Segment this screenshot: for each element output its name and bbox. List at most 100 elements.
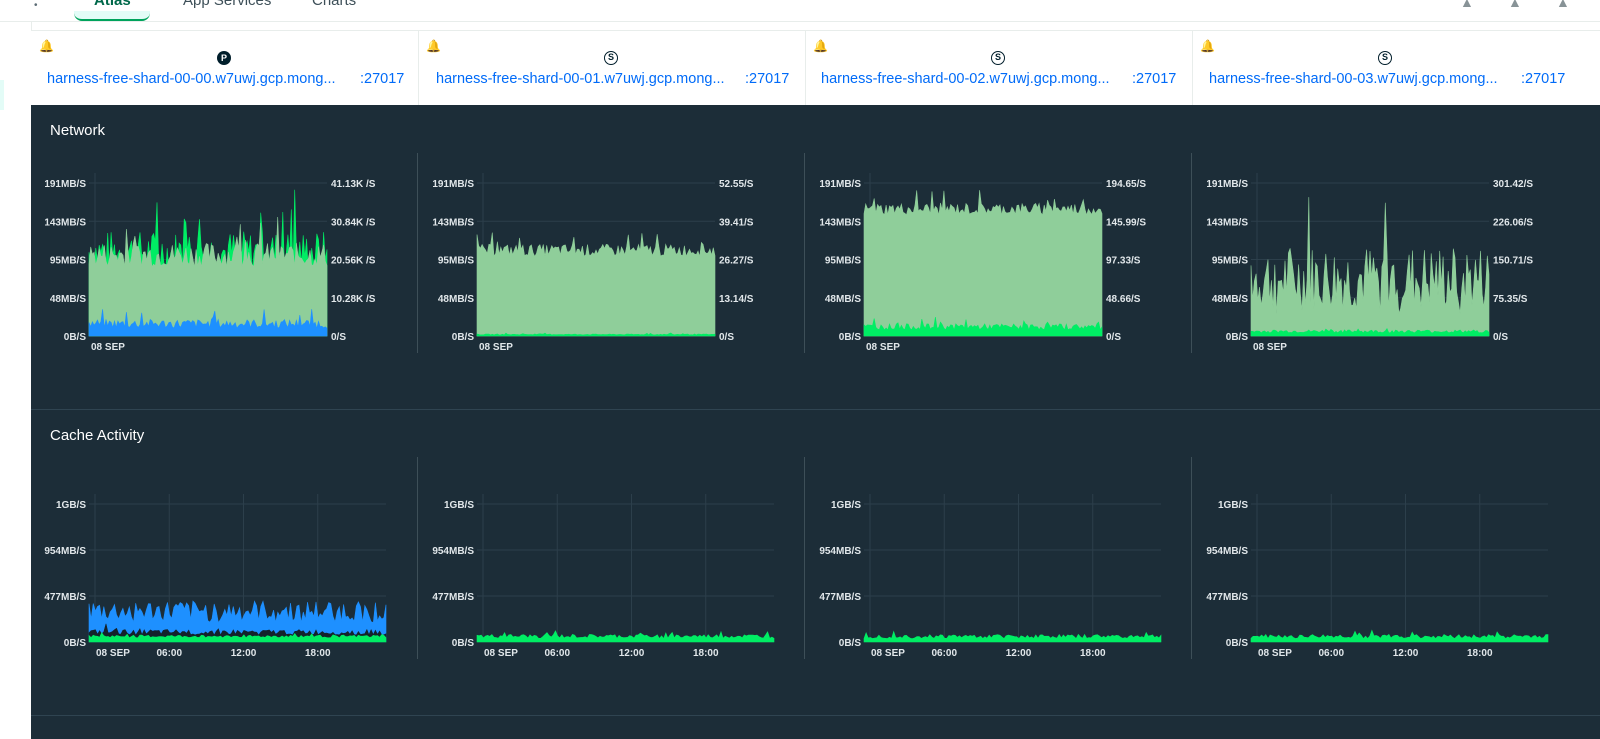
y-tick-label: 95MB/S — [50, 256, 86, 267]
y-right-tick-label: 145.99/S — [1106, 217, 1146, 228]
activity-icon[interactable]: ▲ — [1508, 0, 1522, 10]
y-tick-label: 95MB/S — [1212, 256, 1248, 267]
bell-icon[interactable]: 🔔 — [39, 39, 54, 53]
host-link[interactable]: harness-free-shard-00-02.w7uwj.gcp.mong.… — [821, 71, 1110, 87]
y-tick-label: 0B/S — [1226, 638, 1249, 649]
host-port: :27017 — [1132, 71, 1177, 87]
left-rail-active-marker — [0, 80, 4, 110]
y-tick-label: 191MB/S — [432, 179, 474, 190]
series-area — [1250, 197, 1490, 337]
host-port: :27017 — [745, 71, 790, 87]
host-link[interactable]: harness-free-shard-00-00.w7uwj.gcp.mong.… — [47, 71, 336, 87]
y-tick-label: 48MB/S — [438, 294, 474, 305]
x-tick-label: 06:00 — [1318, 648, 1344, 659]
y-right-tick-label: 30.84K /S — [331, 217, 376, 228]
host-card: 🔔 P harness-free-shard-00-00.w7uwj.gcp.m… — [31, 31, 419, 105]
y-right-tick-label: 97.33/S — [1106, 256, 1141, 267]
x-tick-label: 18:00 — [1467, 648, 1493, 659]
active-tab-indicator — [74, 11, 150, 21]
card-divider — [804, 457, 805, 659]
y-tick-label: 0B/S — [1226, 332, 1249, 343]
y-tick-label: 1GB/S — [1218, 500, 1248, 511]
help-icon[interactable]: ▲ — [1556, 0, 1570, 10]
y-tick-label: 954MB/S — [1206, 546, 1248, 557]
y-right-tick-label: 226.06/S — [1493, 217, 1533, 228]
card-divider — [1191, 457, 1192, 659]
series-area — [88, 632, 387, 643]
metrics-panel: Network Cache Activity 191MB/S 143MB/S 95M… — [31, 105, 1600, 739]
host-card: 🔔 S harness-free-shard-00-01.w7uwj.gcp.m… — [418, 31, 806, 105]
y-tick-label: 191MB/S — [819, 179, 861, 190]
secondary-role-badge: S — [1378, 51, 1392, 65]
x-tick-label: 08 SEP — [91, 342, 125, 353]
x-tick-label: 18:00 — [305, 648, 331, 659]
y-tick-label: 954MB/S — [44, 546, 86, 557]
y-tick-label: 143MB/S — [1206, 217, 1248, 228]
host-port: :27017 — [1521, 71, 1566, 87]
x-tick-label: 06:00 — [156, 648, 182, 659]
bell-icon[interactable]: 🔔 — [813, 39, 828, 53]
y-tick-label: 48MB/S — [1212, 294, 1248, 305]
x-tick-label: 08 SEP — [871, 648, 905, 659]
y-tick-label: 477MB/S — [819, 592, 861, 603]
tab-app-services[interactable]: App Services — [183, 0, 272, 9]
metric-charts: 191MB/S 143MB/S 95MB/S 48MB/S 0B/S 41.13K /S 3… — [44, 173, 1549, 659]
y-tick-label: 0B/S — [64, 638, 87, 649]
series-area — [476, 332, 716, 337]
y-tick-label: 191MB/S — [44, 179, 86, 190]
y-tick-label: 0B/S — [64, 332, 87, 343]
x-tick-label: 12:00 — [1393, 648, 1419, 659]
y-tick-label: 954MB/S — [819, 546, 861, 557]
y-tick-label: 477MB/S — [44, 592, 86, 603]
y-right-tick-label: 20.56K /S — [331, 256, 376, 267]
y-right-tick-label: 150.71/S — [1493, 256, 1533, 267]
invite-user-icon[interactable]: ▲ — [1460, 0, 1474, 10]
x-tick-label: 12:00 — [619, 648, 645, 659]
x-tick-label: 06:00 — [544, 648, 570, 659]
y-right-tick-label: 48.66/S — [1106, 294, 1141, 305]
y-right-tick-label: 52.55/S — [719, 179, 754, 190]
more-icon[interactable]: • — [34, 0, 38, 11]
host-port: :27017 — [360, 71, 405, 87]
y-tick-label: 1GB/S — [56, 500, 86, 511]
host-card: 🔔 S harness-free-shard-00-03.w7uwj.gcp.m… — [1192, 31, 1600, 105]
y-right-tick-label: 194.65/S — [1106, 179, 1146, 190]
x-tick-label: 12:00 — [231, 648, 257, 659]
x-tick-label: 08 SEP — [96, 648, 130, 659]
y-tick-label: 143MB/S — [819, 217, 861, 228]
y-tick-label: 1GB/S — [444, 500, 474, 511]
x-tick-label: 08 SEP — [1258, 648, 1292, 659]
tab-atlas[interactable]: Atlas — [94, 0, 131, 9]
bell-icon[interactable]: 🔔 — [1200, 39, 1215, 53]
y-right-tick-label: 26.27/S — [719, 256, 754, 267]
series-area — [476, 630, 775, 643]
y-right-tick-label: 0/S — [1106, 332, 1121, 343]
y-tick-label: 48MB/S — [825, 294, 861, 305]
series-area — [863, 630, 1162, 643]
cache-section-title: Cache Activity — [50, 427, 145, 444]
top-nav: • Atlas App Services Charts ▲ ▲ ▲ — [0, 0, 1600, 22]
x-tick-label: 12:00 — [1006, 648, 1032, 659]
x-tick-label: 08 SEP — [866, 342, 900, 353]
card-divider — [804, 153, 805, 353]
y-tick-label: 477MB/S — [432, 592, 474, 603]
series-area — [88, 216, 328, 337]
host-link[interactable]: harness-free-shard-00-01.w7uwj.gcp.mong.… — [436, 71, 725, 87]
y-right-tick-label: 13.14/S — [719, 294, 754, 305]
y-tick-label: 0B/S — [839, 332, 862, 343]
y-tick-label: 95MB/S — [825, 256, 861, 267]
y-tick-label: 191MB/S — [1206, 179, 1248, 190]
bell-icon[interactable]: 🔔 — [426, 39, 441, 53]
y-tick-label: 143MB/S — [44, 217, 86, 228]
x-tick-label: 08 SEP — [479, 342, 513, 353]
card-divider — [417, 457, 418, 659]
tab-charts[interactable]: Charts — [312, 0, 357, 9]
host-link[interactable]: harness-free-shard-00-03.w7uwj.gcp.mong.… — [1209, 71, 1498, 87]
secondary-role-badge: S — [991, 51, 1005, 65]
x-tick-label: 06:00 — [931, 648, 957, 659]
x-tick-label: 08 SEP — [484, 648, 518, 659]
section-divider — [31, 715, 1600, 716]
card-divider — [1191, 153, 1192, 353]
y-right-tick-label: 41.13K /S — [331, 179, 376, 190]
y-tick-label: 48MB/S — [50, 294, 86, 305]
